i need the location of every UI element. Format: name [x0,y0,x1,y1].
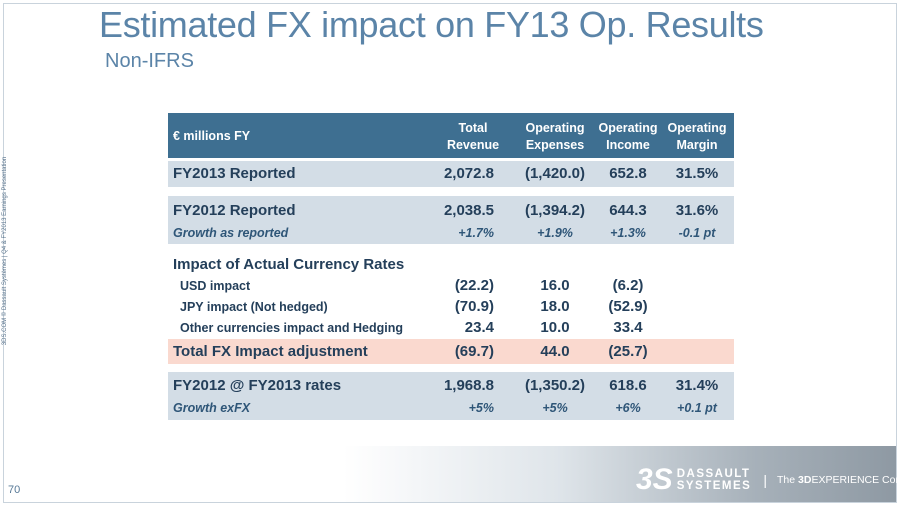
header-total-revenue-line2: Revenue [446,138,500,152]
table-row-impact-usd: USD impact (22.2) 16.0 (6.2) [168,277,734,300]
cell-revenue: 2,072.8 [443,165,494,182]
cell-margin: +0.1 pt [677,401,717,415]
cell-income: (52.9) [608,298,648,315]
cell-income: (6.2) [612,277,644,294]
tagline-bold: 3D [798,474,812,486]
logo-tagline: The 3DEXPERIENCE Company [777,474,902,486]
table-row-fy2013-reported: FY2013 Reported 2,072.8 (1,420.0) 652.8 … [168,161,734,187]
cell-income: +6% [615,401,641,415]
slide-subtitle: Non-IFRS [105,50,194,72]
cell-income: +1.3% [610,226,646,240]
footer-band [4,446,896,502]
logo-line1: DASSAULT [676,468,751,480]
table-row-fy2012-reported: FY2012 Reported 2,038.5 (1,394.2) 644.3 … [168,196,734,220]
cell-income: 33.4 [613,319,643,336]
row-label: FY2012 @ FY2013 rates [173,377,342,394]
cell-expenses: (1,420.0) [524,165,586,182]
cell-margin: 31.6% [675,202,719,219]
header-operating-expenses: Operating Expenses [520,120,590,154]
header-operating-margin-line2: Margin [676,138,718,152]
cell-revenue: 1,968.8 [443,377,494,394]
row-label: Growth as reported [173,226,289,240]
cell-revenue: 23.4 [464,319,494,336]
table-row-impact-other: Other currencies impact and Hedging 23.4… [168,319,734,339]
group-fy2012-at-fy2013: FY2012 @ FY2013 rates 1,968.8 (1,350.2) … [168,372,734,420]
cell-expenses: 44.0 [540,343,570,360]
side-copyright-text: 3DS.COM © Dassault Systèmes | Q4 & FY201… [2,156,8,346]
table-row-growth-reported: Growth as reported +1.7% +1.9% +1.3% -0.… [168,220,734,244]
cell-revenue: (70.9) [454,298,494,315]
header-label: € millions FY [173,129,251,143]
logo-separator: | [763,472,767,488]
cell-income: (25.7) [608,343,648,360]
3ds-logo-icon: 3S [636,463,673,496]
row-label: Impact of Actual Currency Rates [173,256,405,273]
table-row-total-fx: Total FX Impact adjustment (69.7) 44.0 (… [168,339,734,364]
dassault-logo: 3S DASSAULT SYSTEMES | The 3DEXPERIENCE … [636,462,902,498]
cell-expenses: +5% [542,401,568,415]
slide-title: Estimated FX impact on FY13 Op. Results [99,4,764,45]
cell-margin: 31.4% [675,377,719,394]
impact-section-title: Impact of Actual Currency Rates [168,244,734,273]
header-operating-expenses-line2: Expenses [525,138,585,152]
cell-expenses: 16.0 [540,277,570,294]
row-label: Growth exFX [173,401,251,415]
row-label: FY2012 Reported [173,202,296,219]
logo-line2: SYSTEMES [676,480,752,492]
cell-revenue: +5% [468,401,494,415]
header-operating-expenses-line1: Operating [525,121,585,135]
cell-income: 644.3 [609,202,647,219]
row-label: USD impact [180,279,251,293]
row-label: FY2013 Reported [173,165,296,182]
cell-revenue: (22.2) [454,277,494,294]
cell-revenue: +1.7% [458,226,494,240]
header-total-revenue-line1: Total [458,121,488,135]
slide-frame [3,3,897,503]
cell-revenue: (69.7) [454,343,494,360]
table-header-row: € millions FY Total Revenue Operating Ex… [168,113,734,158]
table-row-fy2012-at-fy2013: FY2012 @ FY2013 rates 1,968.8 (1,350.2) … [168,372,734,397]
header-total-revenue: Total Revenue [438,120,508,154]
logo-wordmark: DASSAULT SYSTEMES [677,468,752,492]
header-operating-income: Operating Income [596,120,660,154]
row-label: Other currencies impact and Hedging [180,321,403,335]
header-operating-margin-line1: Operating [667,121,727,135]
row-label: JPY impact (Not hedged) [180,300,328,314]
cell-expenses: (1,350.2) [524,377,586,394]
cell-expenses: (1,394.2) [524,202,586,219]
tagline-prefix: The [776,474,798,486]
page-number: 70 [8,484,21,496]
cell-expenses: 10.0 [540,319,570,336]
row-label: Total FX Impact adjustment [173,343,368,360]
table-row-growth-exfx: Growth exFX +5% +5% +6% +0.1 pt [168,397,734,420]
header-operating-income-line2: Income [606,138,650,152]
table-row-impact-jpy: JPY impact (Not hedged) (70.9) 18.0 (52.… [168,298,734,321]
cell-margin: 31.5% [675,165,719,182]
tagline-rest: EXPERIENCE Company [811,474,902,486]
cell-revenue: 2,038.5 [443,202,494,219]
cell-expenses: 18.0 [540,298,570,315]
fx-impact-table: € millions FY Total Revenue Operating Ex… [168,113,734,420]
header-operating-income-line1: Operating [598,121,658,135]
cell-income: 652.8 [609,165,647,182]
header-operating-margin: Operating Margin [665,120,729,154]
cell-margin: -0.1 pt [678,226,716,240]
group-fy2012-reported: FY2012 Reported 2,038.5 (1,394.2) 644.3 … [168,196,734,244]
cell-expenses: +1.9% [537,226,573,240]
cell-income: 618.6 [609,377,647,394]
